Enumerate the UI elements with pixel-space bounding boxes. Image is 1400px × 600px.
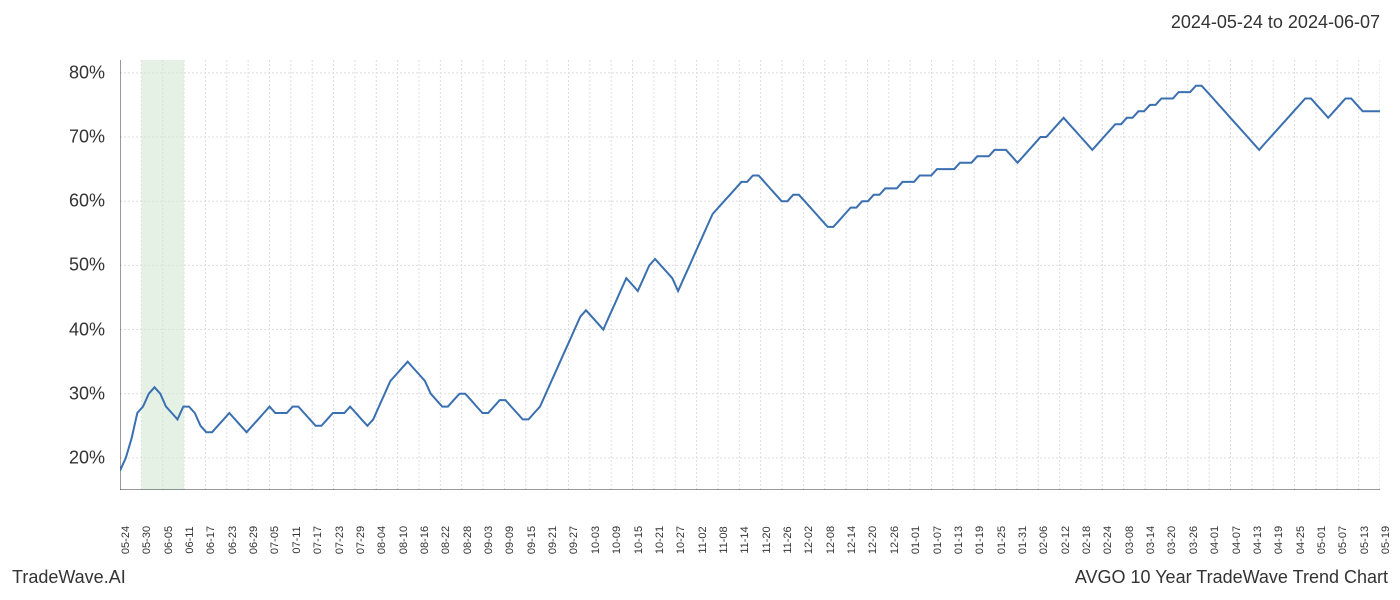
x-tick-label: 01-19 [974, 526, 986, 554]
x-tick-label: 09-27 [568, 526, 580, 554]
x-tick-label: 06-11 [184, 526, 196, 553]
x-tick-label: 09-15 [526, 526, 538, 554]
y-tick-label: 40% [69, 319, 105, 340]
y-tick-label: 50% [69, 255, 105, 276]
x-tick-label: 02-06 [1038, 526, 1050, 554]
y-tick-label: 70% [69, 127, 105, 148]
x-tick-label: 05-24 [120, 526, 132, 554]
x-tick-label: 10-09 [611, 526, 623, 554]
line-chart-svg [120, 60, 1380, 490]
x-tick-label: 07-05 [269, 526, 281, 554]
x-tick-label: 11-20 [761, 526, 773, 553]
x-tick-label: 02-24 [1102, 526, 1114, 554]
x-tick-label: 04-07 [1231, 526, 1243, 554]
x-tick-label: 08-16 [419, 526, 431, 554]
y-tick-label: 30% [69, 383, 105, 404]
x-tick-label: 02-12 [1060, 526, 1072, 554]
x-tick-label: 04-13 [1252, 526, 1264, 554]
x-tick-label: 10-21 [654, 526, 666, 554]
x-tick-label: 12-14 [846, 526, 858, 554]
x-tick-label: 01-25 [996, 526, 1008, 554]
x-tick-label: 05-01 [1316, 526, 1328, 554]
x-tick-label: 01-31 [1017, 526, 1029, 554]
x-tick-label: 11-14 [739, 526, 751, 553]
y-tick-label: 20% [69, 447, 105, 468]
y-axis-labels: 20% 30% 40% 50% 60% 70% 80% [0, 60, 115, 490]
x-tick-label: 12-20 [867, 526, 879, 554]
x-tick-label: 07-11 [291, 526, 303, 553]
x-tick-label: 01-07 [932, 526, 944, 554]
x-tick-label: 03-20 [1166, 526, 1178, 554]
date-range-label: 2024-05-24 to 2024-06-07 [1171, 12, 1380, 33]
x-tick-label: 06-17 [205, 526, 217, 554]
x-tick-label: 07-17 [312, 526, 324, 554]
x-tick-label: 10-03 [590, 526, 602, 554]
footer-title: AVGO 10 Year TradeWave Trend Chart [1075, 567, 1388, 588]
x-tick-label: 01-01 [910, 526, 922, 554]
x-tick-label: 07-29 [355, 526, 367, 554]
x-tick-label: 06-29 [248, 526, 260, 554]
y-tick-label: 60% [69, 191, 105, 212]
x-tick-label: 04-01 [1209, 526, 1221, 554]
x-tick-label: 05-13 [1359, 526, 1371, 554]
x-tick-label: 01-13 [953, 526, 965, 554]
x-tick-label: 12-02 [803, 526, 815, 554]
x-tick-label: 10-15 [633, 526, 645, 554]
x-tick-label: 04-19 [1273, 526, 1285, 554]
x-tick-label: 08-22 [440, 526, 452, 554]
x-tick-label: 09-21 [547, 526, 559, 554]
x-tick-label: 04-25 [1295, 526, 1307, 554]
x-tick-label: 03-26 [1188, 526, 1200, 554]
x-tick-label: 06-23 [227, 526, 239, 554]
x-tick-label: 07-23 [334, 526, 346, 554]
x-tick-label: 03-08 [1124, 526, 1136, 554]
x-tick-label: 11-26 [782, 526, 794, 553]
x-tick-label: 10-27 [675, 526, 687, 554]
x-tick-label: 02-18 [1081, 526, 1093, 554]
x-tick-label: 09-03 [483, 526, 495, 554]
x-tick-label: 08-28 [462, 526, 474, 554]
x-tick-label: 08-10 [398, 526, 410, 554]
x-tick-label: 03-14 [1145, 526, 1157, 554]
data-line [120, 86, 1380, 471]
x-tick-label: 08-04 [376, 526, 388, 554]
x-tick-label: 11-02 [697, 526, 709, 553]
x-tick-label: 05-07 [1337, 526, 1349, 554]
x-axis-labels: 05-24 05-30 06-05 06-11 06-17 06-23 06-29 07-05… [120, 495, 1380, 555]
highlight-band [141, 60, 184, 490]
x-tick-label: 05-19 [1380, 526, 1392, 554]
chart-container [120, 60, 1380, 490]
x-tick-label: 05-30 [141, 526, 153, 554]
x-tick-label: 12-08 [825, 526, 837, 554]
x-tick-label: 11-08 [718, 526, 730, 553]
x-tick-label: 06-05 [163, 526, 175, 554]
x-tick-label: 09-09 [504, 526, 516, 554]
footer-brand: TradeWave.AI [12, 567, 126, 588]
x-tick-label: 12-26 [889, 526, 901, 554]
y-tick-label: 80% [69, 62, 105, 83]
